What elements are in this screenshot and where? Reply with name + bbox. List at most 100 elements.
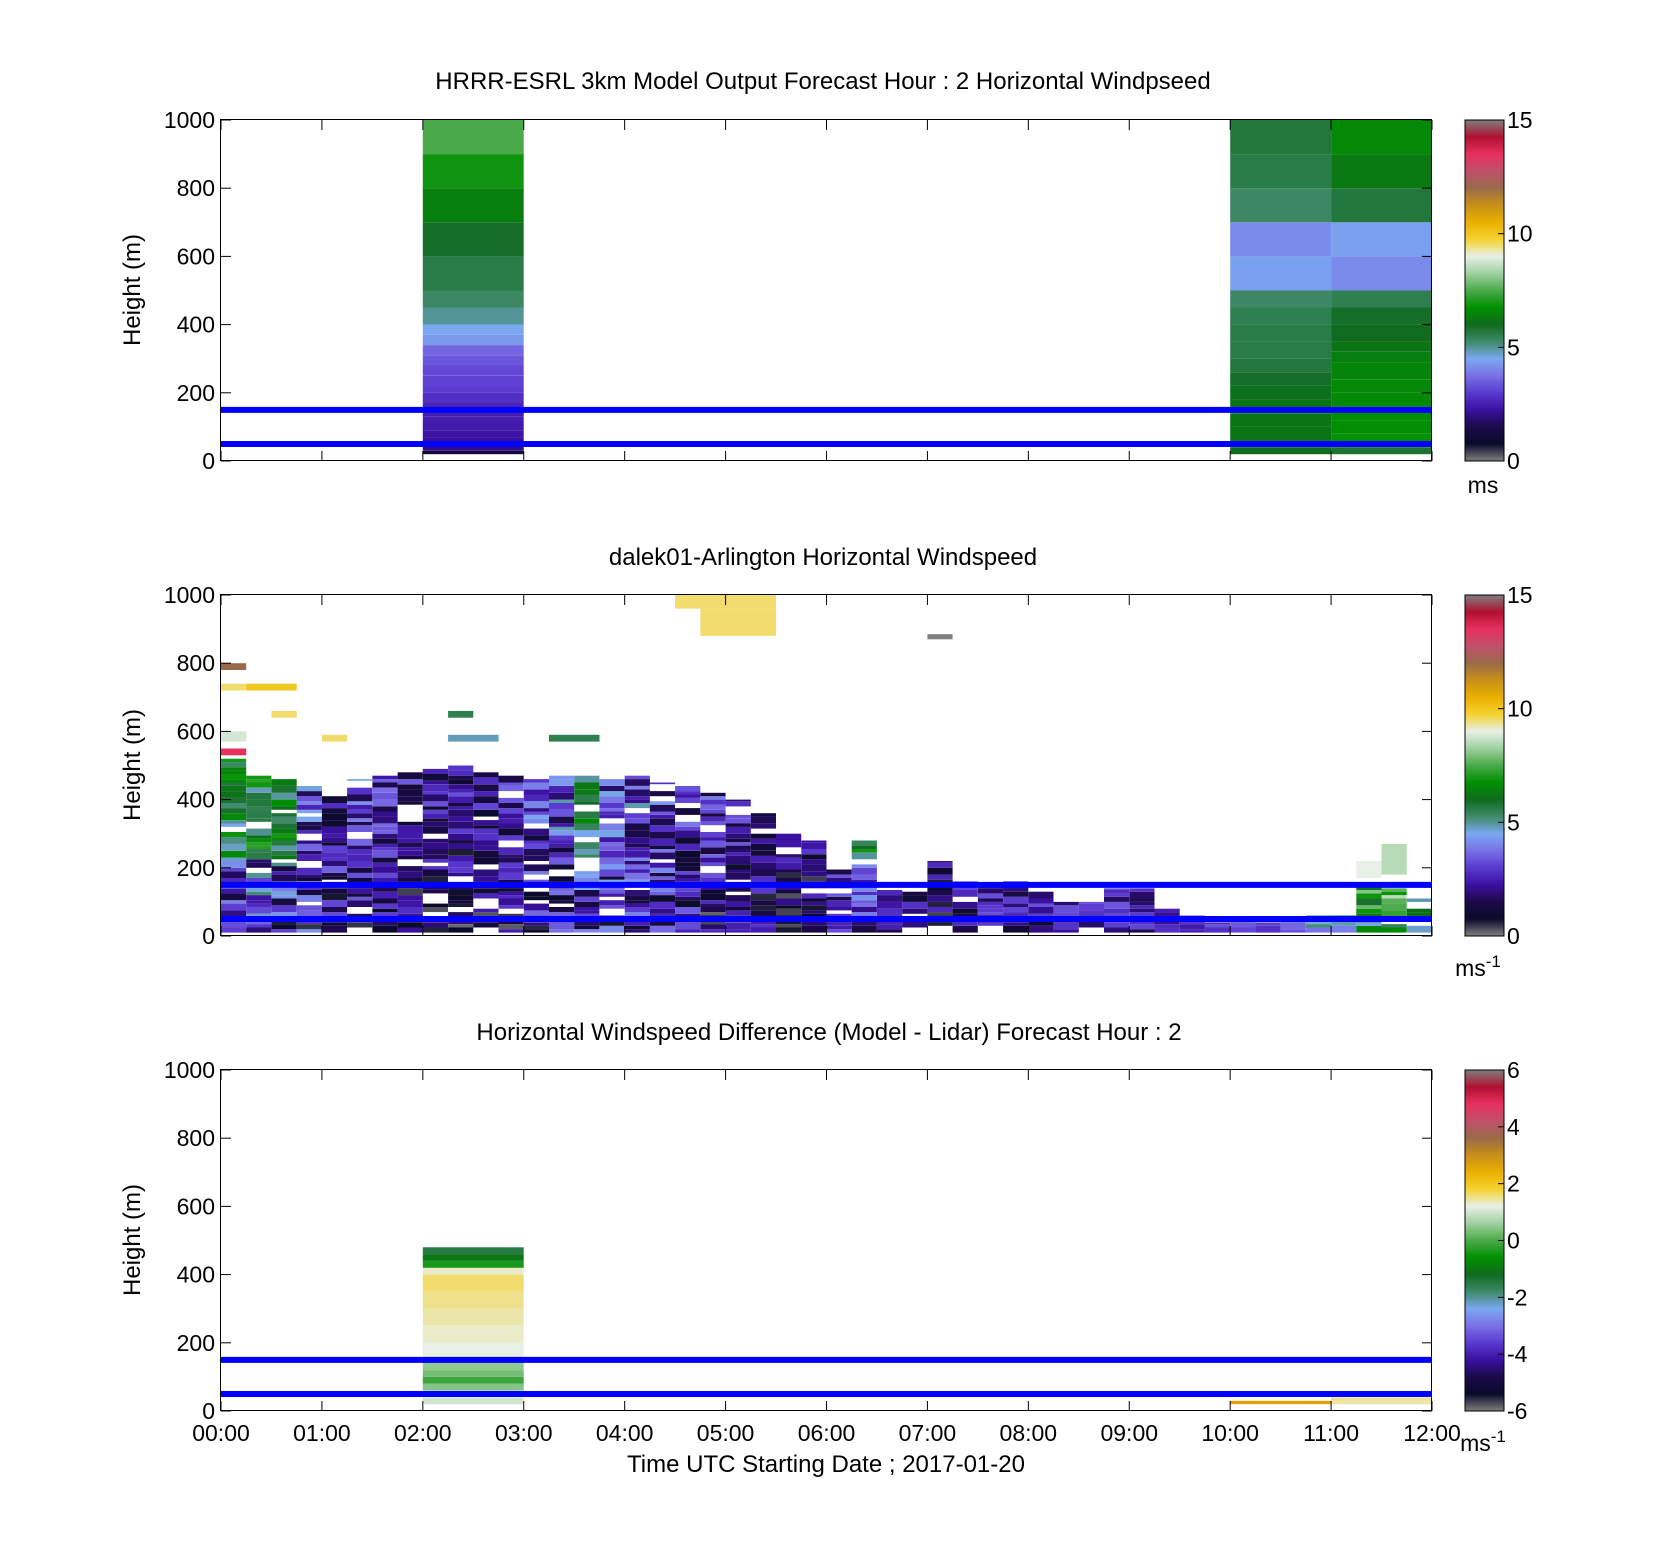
heatmap-cell bbox=[498, 823, 524, 829]
heatmap-cell bbox=[725, 833, 751, 839]
heatmap-cell bbox=[422, 876, 448, 884]
heatmap-cell bbox=[498, 905, 524, 909]
heatmap-cell bbox=[1129, 888, 1155, 892]
y-tick-label: 600 bbox=[177, 718, 215, 744]
heatmap-cell bbox=[422, 154, 524, 189]
heatmap-cell bbox=[725, 895, 751, 902]
heatmap-cell bbox=[498, 857, 524, 863]
heatmap-cell bbox=[1104, 893, 1130, 897]
heatmap-cell bbox=[549, 888, 575, 892]
heatmap-cell bbox=[523, 801, 549, 809]
heatmap-cell bbox=[902, 895, 928, 902]
heatmap-cell bbox=[347, 893, 373, 897]
heatmap-cell bbox=[422, 1376, 524, 1384]
heatmap-cell bbox=[902, 908, 928, 914]
heatmap-cell bbox=[422, 1247, 524, 1255]
heatmap-cell bbox=[700, 862, 726, 867]
heatmap-cell bbox=[1331, 341, 1432, 352]
heatmap-cell bbox=[221, 867, 247, 872]
heatmap-cell bbox=[624, 850, 650, 858]
heatmap-cell bbox=[372, 872, 398, 878]
heatmap-cell bbox=[574, 890, 600, 897]
heatmap-cell bbox=[372, 838, 398, 844]
heatmap-cell bbox=[246, 907, 272, 914]
panel-2-y-label: Height (m) bbox=[119, 709, 146, 821]
y-tick-label: 800 bbox=[177, 175, 215, 201]
heatmap-cell bbox=[422, 120, 524, 155]
heatmap-cell bbox=[1003, 903, 1029, 907]
heatmap-cell bbox=[1053, 901, 1079, 906]
heatmap-cell bbox=[750, 813, 776, 817]
heatmap-cell bbox=[448, 900, 474, 904]
heatmap-cell bbox=[397, 866, 423, 872]
heatmap-cell bbox=[422, 222, 524, 257]
heatmap-cell bbox=[422, 430, 524, 438]
heatmap-cell bbox=[498, 867, 524, 873]
heatmap-cell bbox=[776, 927, 802, 933]
heatmap-cell bbox=[574, 789, 600, 795]
heatmap-cell bbox=[321, 912, 348, 918]
heatmap-cell bbox=[422, 774, 448, 781]
heatmap-cell bbox=[927, 890, 953, 896]
heatmap-cell bbox=[372, 908, 398, 913]
y-tick-label: 0 bbox=[202, 448, 215, 474]
heatmap-cell bbox=[700, 878, 726, 885]
heatmap-cell bbox=[725, 826, 751, 834]
x-tick-label: 06:00 bbox=[798, 1420, 856, 1446]
heatmap-cell bbox=[1356, 893, 1382, 899]
heatmap-cell bbox=[675, 797, 701, 803]
heatmap-cell bbox=[1331, 925, 1357, 933]
heatmap-cell bbox=[927, 922, 953, 926]
heatmap-cell bbox=[599, 814, 625, 819]
colorbar-tick-label: 2 bbox=[1507, 1171, 1520, 1197]
heatmap-cell bbox=[246, 900, 272, 904]
heatmap-cell bbox=[448, 927, 474, 933]
heatmap-cell bbox=[448, 872, 474, 877]
heatmap-cell bbox=[599, 786, 625, 792]
heatmap-cell bbox=[422, 866, 448, 870]
heatmap-cell bbox=[574, 878, 600, 884]
heatmap-cell bbox=[422, 842, 448, 849]
heatmap-cell bbox=[321, 837, 348, 843]
heatmap-cell bbox=[599, 803, 625, 809]
heatmap-cell bbox=[296, 816, 322, 822]
heatmap-cell bbox=[750, 833, 776, 839]
heatmap-cell bbox=[649, 801, 676, 805]
heatmap-cell bbox=[422, 423, 524, 431]
heatmap-cell bbox=[296, 791, 322, 797]
heatmap-cell bbox=[1028, 898, 1054, 904]
heatmap-cell bbox=[1104, 896, 1130, 902]
heatmap-cell bbox=[422, 801, 448, 807]
heatmap-cell bbox=[221, 820, 247, 824]
heatmap-cell bbox=[977, 888, 1004, 894]
heatmap-cell bbox=[649, 884, 676, 892]
heatmap-cell bbox=[851, 840, 877, 846]
heatmap-cell bbox=[599, 879, 625, 884]
heatmap-cell bbox=[574, 842, 600, 849]
heatmap-cell bbox=[221, 779, 247, 783]
heatmap-cell bbox=[675, 871, 701, 875]
heatmap-cell bbox=[1356, 898, 1382, 906]
heatmap-cell bbox=[801, 910, 827, 914]
heatmap-cell bbox=[952, 886, 978, 890]
colorbar-tick-label: -6 bbox=[1507, 1398, 1527, 1424]
heatmap-cell bbox=[649, 825, 676, 832]
heatmap-cell bbox=[523, 896, 549, 901]
heatmap-cell bbox=[599, 925, 625, 933]
panel-3-reference-lines bbox=[221, 1356, 1432, 1397]
heatmap-cell bbox=[246, 779, 272, 783]
heatmap-cell bbox=[1356, 922, 1382, 926]
heatmap-cell bbox=[1003, 925, 1029, 933]
heatmap-cell bbox=[599, 857, 625, 865]
heatmap-cell bbox=[523, 828, 549, 836]
heatmap-cell bbox=[246, 927, 272, 933]
heatmap-cell bbox=[422, 890, 448, 894]
heatmap-cell bbox=[776, 905, 802, 909]
heatmap-cell bbox=[624, 775, 650, 780]
heatmap-cell bbox=[624, 830, 650, 838]
heatmap-cell bbox=[422, 791, 448, 795]
heatmap-cell bbox=[372, 862, 398, 867]
heatmap-cell bbox=[422, 1254, 524, 1261]
heatmap-cell bbox=[750, 816, 776, 824]
heatmap-cell bbox=[776, 908, 802, 916]
